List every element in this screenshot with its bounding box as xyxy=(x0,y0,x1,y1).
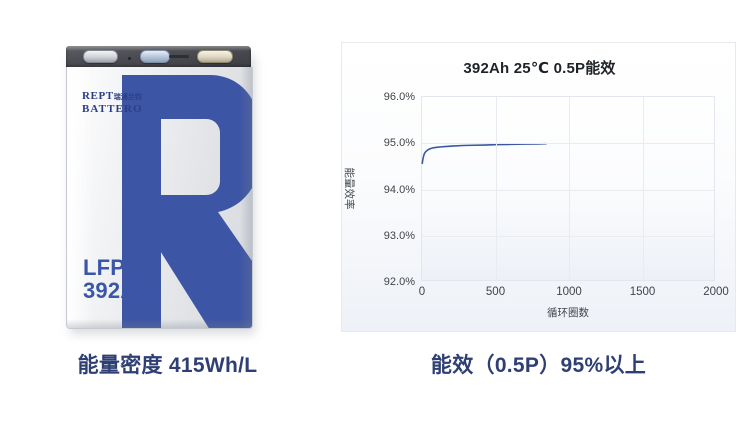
body-sheen xyxy=(67,67,93,328)
x-axis-tick: 1500 xyxy=(629,286,656,298)
vent-slot xyxy=(169,55,189,58)
y-axis-tick: 92.0% xyxy=(383,276,415,288)
fill-port-dot xyxy=(128,57,131,60)
brand-line-2: BATTERO xyxy=(82,102,143,115)
chemistry-label: LFP xyxy=(83,254,126,280)
gridline-vertical xyxy=(495,97,497,280)
positive-terminal xyxy=(197,50,233,63)
gridline-horizontal xyxy=(422,235,714,237)
y-axis-tick: 93.0% xyxy=(383,229,415,242)
x-axis-tick: 2000 xyxy=(703,286,729,298)
product-image-panel: REPT瑞浦兰钧 BATTERO LFP 392Ah xyxy=(0,0,335,340)
battery-top-cap xyxy=(66,46,251,68)
y-axis-tick: 94.0% xyxy=(383,183,415,196)
y-axis-label: 能量效率 xyxy=(343,167,355,210)
gridline-vertical xyxy=(569,97,570,280)
capacity-label: 392Ah xyxy=(83,277,151,303)
body-edge-right xyxy=(240,67,252,328)
chart-title: 392Ah 25℃ 0.5P能效 xyxy=(463,60,616,77)
gridline-horizontal xyxy=(422,189,714,191)
gridline-vertical xyxy=(642,97,644,280)
brand-line-1: REPT瑞浦兰钧 xyxy=(82,90,142,102)
efficiency-chart-panel: 392Ah 25℃ 0.5P能效 92.0% 93.0% 94.0% 95.0% 96.… xyxy=(341,42,736,332)
caption-energy-density: 能量密度 415Wh/L xyxy=(77,354,258,377)
y-axis-tick: 96.0% xyxy=(383,91,415,103)
efficiency-series-line xyxy=(422,97,714,280)
battery-spec-label: LFP 392Ah xyxy=(83,256,150,302)
battery-cell-graphic: REPT瑞浦兰钧 BATTERO LFP 392Ah xyxy=(66,46,255,334)
caption-efficiency: 能效（0.5P）95%以上 xyxy=(430,354,647,377)
negative-terminal xyxy=(83,50,118,63)
body-edge-bottom xyxy=(67,319,252,328)
x-axis-tick: 1000 xyxy=(556,286,582,298)
x-axis-tick: 0 xyxy=(418,286,426,298)
battery-body: REPT瑞浦兰钧 BATTERO LFP 392Ah xyxy=(66,67,253,329)
gridline-horizontal xyxy=(422,143,714,145)
vent-terminal xyxy=(140,50,170,63)
y-axis-tick: 95.0% xyxy=(383,137,415,150)
x-axis-tick: 500 xyxy=(485,286,506,298)
top-highlight xyxy=(66,46,251,51)
chart-plot-area: 92.0% 93.0% 94.0% 95.0% 96.0% 0 500 1000 1500 200… xyxy=(384,91,729,298)
rept-r-logo-icon xyxy=(122,75,252,328)
x-axis-label: 循环圈数 xyxy=(547,307,589,319)
brand-mark: REPT瑞浦兰钧 BATTERO xyxy=(82,87,143,115)
